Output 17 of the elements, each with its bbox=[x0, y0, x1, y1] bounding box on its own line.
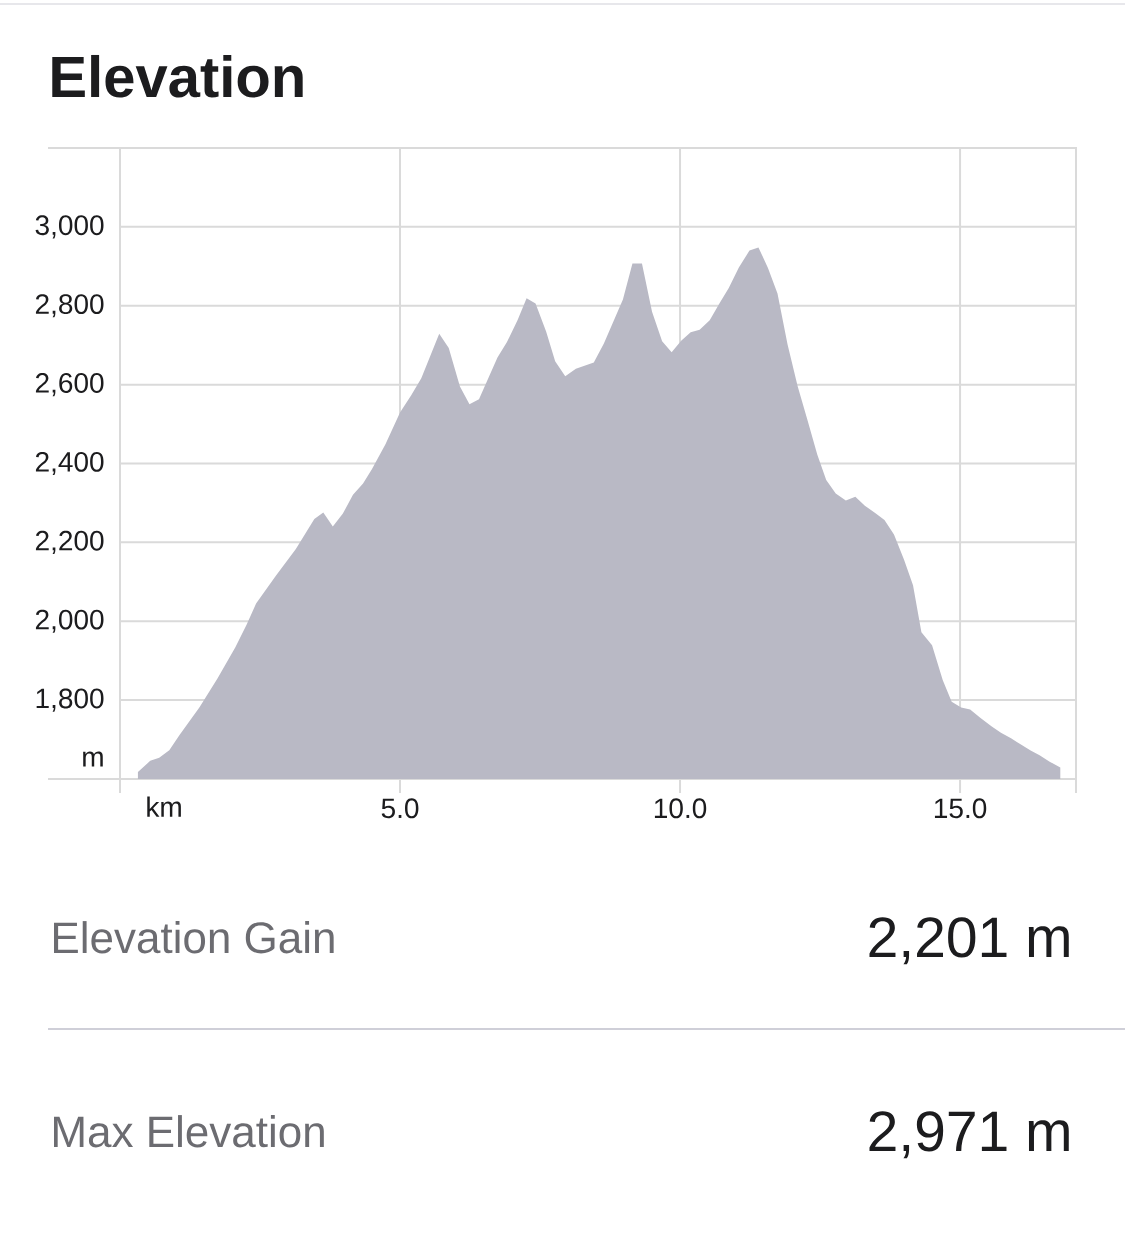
y-tick-label: 2,000 bbox=[35, 609, 104, 633]
text: 2,971 m bbox=[869, 1111, 1069, 1159]
x-tick-label: 15.0 bbox=[934, 798, 987, 819]
y-tick-label: 2,200 bbox=[35, 530, 104, 554]
y-tick-label: 2,600 bbox=[35, 373, 104, 397]
y-tick-label: 2,400 bbox=[35, 451, 104, 476]
x-axis-title: km bbox=[147, 796, 181, 817]
x-tick-label: 5.0 bbox=[381, 798, 419, 819]
x-tick-label: 10.0 bbox=[654, 798, 707, 819]
text: Elevation Gain bbox=[54, 921, 334, 954]
y-tick-label: 1,800 bbox=[36, 688, 104, 712]
text: Max Elevation bbox=[54, 1115, 324, 1148]
text: 2,201 m bbox=[869, 917, 1069, 965]
y-tick-label: 3,000 bbox=[35, 215, 104, 239]
chart-title: Elevation bbox=[52, 54, 303, 98]
y-axis-title: m bbox=[83, 751, 103, 767]
y-tick-label: 2,800 bbox=[35, 294, 104, 318]
